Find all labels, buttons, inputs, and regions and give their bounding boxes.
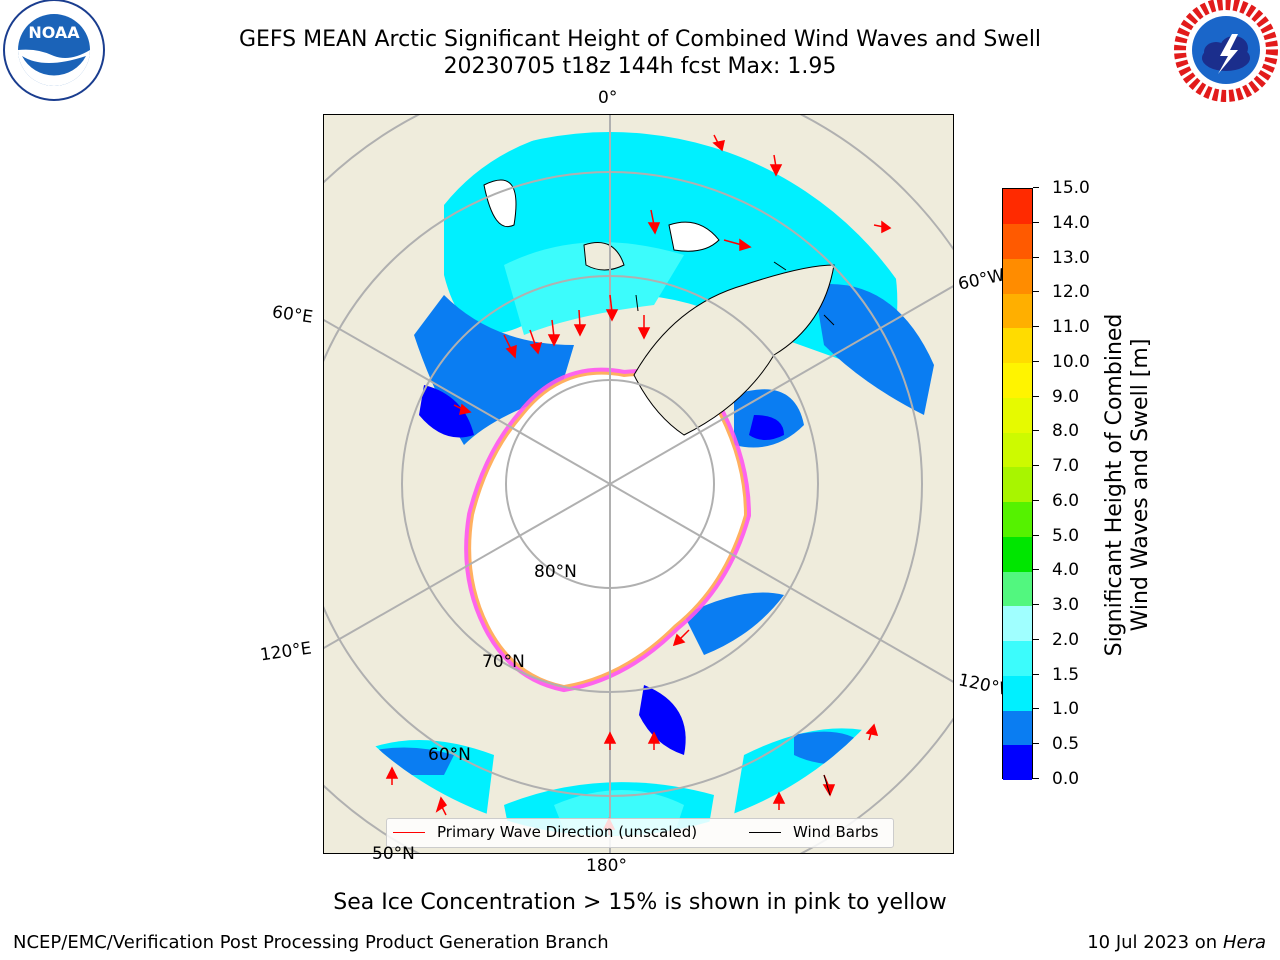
- colorbar-segment: [1003, 258, 1032, 294]
- colorbar-segment: [1003, 189, 1032, 224]
- colorbar-segment: [1003, 745, 1032, 781]
- colorbar-segment: [1003, 640, 1032, 676]
- lon-label-60e: 60°E: [270, 302, 315, 328]
- sea-ice-note: Sea Ice Concentration > 15% is shown in …: [333, 890, 947, 915]
- colorbar-tick-label: 15.0: [1052, 178, 1090, 198]
- colorbar-tick: [1033, 743, 1039, 745]
- chart-title: GEFS MEAN Arctic Significant Height of C…: [238, 27, 1042, 52]
- colorbar-segment: [1003, 571, 1032, 607]
- colorbar-tick: [1033, 673, 1039, 675]
- footer-host: Hera: [1222, 932, 1266, 953]
- colorbar-segment: [1003, 223, 1032, 259]
- colorbar-tick: [1033, 465, 1039, 467]
- colorbar-segment: [1003, 536, 1032, 572]
- colorbar-segment: [1003, 362, 1032, 398]
- lon-label-120e: 120°E: [258, 638, 313, 666]
- colorbar-tick-label: 11.0: [1052, 317, 1090, 338]
- colorbar-tick-label: 4.0: [1052, 560, 1080, 581]
- legend-item-wind-barbs: Wind Barbs: [749, 823, 878, 841]
- legend-item-wave-direction: Primary Wave Direction (unscaled): [393, 823, 697, 841]
- colorbar-tick-label: 14.0: [1052, 212, 1090, 233]
- colorbar-tick-label: 10.0: [1052, 351, 1090, 372]
- colorbar-title-line1: Significant Height of Combined: [1102, 313, 1127, 657]
- colorbar-tick-label: 9.0: [1052, 386, 1080, 407]
- colorbar-tick: [1033, 604, 1039, 606]
- lat-label-80n: 80°N: [534, 562, 577, 582]
- wave-direction-arrows: [385, 134, 892, 835]
- colorbar-tick: [1033, 395, 1039, 397]
- chart-subtitle: 20230705 t18z 144h fcst Max: 1.95: [443, 54, 837, 79]
- map-legend: Primary Wave Direction (unscaled) Wind B…: [386, 818, 894, 848]
- colorbar-tick-label: 8.0: [1052, 421, 1080, 442]
- colorbar-tick-label: 12.0: [1052, 282, 1090, 303]
- lat-label-70n: 70°N: [482, 652, 525, 672]
- wind-barbs: [635, 261, 835, 796]
- colorbar-segment: [1003, 328, 1032, 364]
- colorbar-tick-label: 6.0: [1052, 490, 1080, 511]
- colorbar-tick-label: 2.0: [1052, 629, 1080, 650]
- colorbar-segment: [1003, 432, 1032, 468]
- colorbar-tick: [1033, 256, 1039, 258]
- lon-label-180: 180°: [586, 856, 627, 876]
- greenland: [633, 264, 835, 436]
- colorbar-segment: [1003, 293, 1032, 329]
- colorbar-segment: [1003, 397, 1032, 433]
- lat-label-50n: 50°N: [372, 844, 415, 864]
- colorbar-tick-label: 1.5: [1052, 664, 1080, 685]
- colorbar-tick-label: 0.0: [1052, 769, 1080, 789]
- colorbar-title-line2: Wind Waves and Swell [m]: [1128, 338, 1153, 632]
- colorbar-tick-label: 3.0: [1052, 595, 1080, 616]
- colorbar-tick-label: 13.0: [1052, 247, 1090, 268]
- colorbar-tick: [1033, 708, 1039, 710]
- nws-logo: [1174, 0, 1278, 102]
- colorbar-segment: [1003, 675, 1032, 711]
- colorbar-tick: [1033, 569, 1039, 571]
- colorbar-tick: [1033, 638, 1039, 640]
- colorbar-tick: [1033, 291, 1039, 293]
- colorbar-tick: [1033, 499, 1039, 501]
- colorbar-segment: [1003, 467, 1032, 503]
- colorbar-tick: [1033, 534, 1039, 536]
- lon-label-0: 0°: [598, 88, 618, 108]
- colorbar-tick: [1033, 221, 1039, 223]
- colorbar: [1002, 188, 1033, 781]
- noaa-logo: NOAA: [3, 0, 105, 101]
- lon-label-60w: 60°W: [956, 265, 1007, 295]
- footer-date-text: 10 Jul 2023 on: [1087, 932, 1223, 953]
- colorbar-tick-label: 7.0: [1052, 456, 1080, 477]
- colorbar-tick-label: 1.0: [1052, 699, 1080, 720]
- colorbar-tick-label: 0.5: [1052, 734, 1080, 755]
- lat-label-60n: 60°N: [428, 745, 471, 765]
- footer-credit: NCEP/EMC/Verification Post Processing Pr…: [13, 932, 609, 953]
- legend-red-line-icon: [393, 832, 425, 833]
- colorbar-tick-label: 5.0: [1052, 525, 1080, 546]
- legend-black-line-icon: [749, 832, 781, 833]
- noaa-logo-text: NOAA: [28, 23, 80, 42]
- sea-ice-region: [471, 374, 744, 685]
- arctic-map: Primary Wave Direction (unscaled) Wind B…: [323, 114, 954, 854]
- colorbar-segment: [1003, 606, 1032, 642]
- colorbar-tick: [1033, 778, 1039, 779]
- graticule: [324, 115, 953, 853]
- colorbar-tick: [1033, 326, 1039, 328]
- map-canvas: [324, 115, 953, 853]
- colorbar-tick: [1033, 430, 1039, 432]
- colorbar-tick: [1033, 360, 1039, 362]
- colorbar-segment: [1003, 501, 1032, 537]
- footer-date: 10 Jul 2023 on Hera: [1087, 932, 1266, 953]
- colorbar-tick: [1033, 187, 1039, 188]
- colorbar-segment: [1003, 710, 1032, 746]
